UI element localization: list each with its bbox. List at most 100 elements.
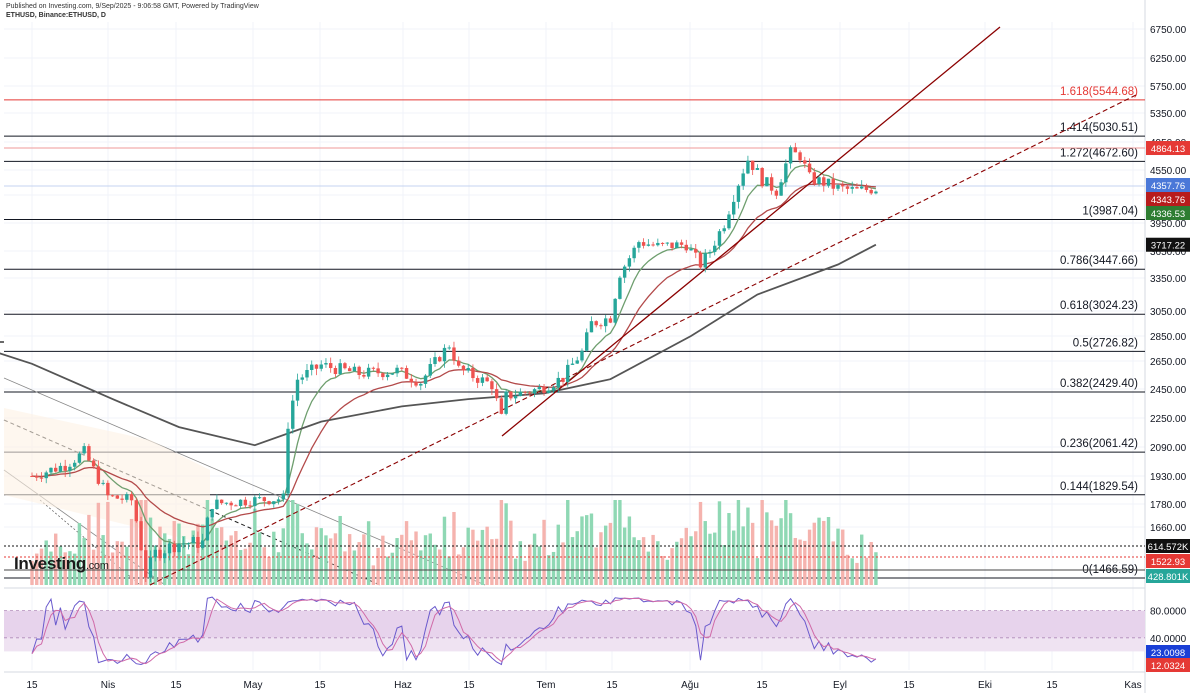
volume-bar [504, 503, 508, 585]
candle-body [238, 499, 243, 506]
logo-text: Investing [14, 554, 86, 573]
candle-body [91, 460, 96, 467]
candle-body [49, 467, 53, 473]
candle-body [210, 508, 214, 518]
candle-body [656, 242, 660, 246]
volume-bar [305, 543, 309, 585]
price-badge-3-bg [1146, 206, 1190, 220]
candle-body [589, 321, 594, 333]
volume-bar [96, 502, 101, 585]
candle-body [675, 242, 679, 249]
candle-body [452, 347, 456, 361]
candle-body [200, 540, 205, 548]
time-tick-label-4: 15 [314, 680, 326, 691]
candle-body [727, 214, 731, 229]
volume-bar [727, 513, 731, 585]
price-badge-0-text: 4864.13 [1151, 144, 1185, 155]
candle-body [537, 387, 542, 390]
volume-bar [343, 551, 347, 585]
candle-body [812, 172, 816, 184]
volume-bar [229, 535, 233, 585]
volume-bar [219, 527, 224, 585]
volume-bar [210, 518, 214, 585]
candle-body [357, 366, 361, 375]
volume-badge-2-text: 428.801K [1148, 572, 1189, 583]
stoch-k-badge-bg [1146, 645, 1190, 659]
candle-body [191, 536, 195, 544]
volume-bar [798, 539, 802, 585]
candle-body [177, 543, 181, 553]
volume-bar [670, 548, 674, 585]
candle-body [717, 231, 722, 246]
volume-bar [215, 527, 219, 585]
volume-bar [803, 540, 807, 585]
fib-label-7: 0.382(2429.40) [1060, 378, 1138, 390]
candle-body [314, 364, 319, 369]
candle-body [148, 557, 153, 578]
volume-bar [703, 521, 707, 585]
candle-body [765, 177, 769, 187]
volume-bar [338, 515, 342, 585]
candle-body [547, 390, 551, 393]
volume-bar [637, 540, 641, 585]
volume-bar [850, 558, 854, 585]
price-tick-label-7: 3950.00 [1150, 219, 1187, 230]
candle-body [243, 499, 248, 506]
time-tick-label-3: May [244, 680, 263, 691]
volume-bar [428, 533, 432, 585]
volume-bar [39, 548, 44, 585]
volume-bar [679, 538, 684, 585]
candle-body [310, 364, 314, 370]
candle-body [167, 543, 172, 554]
volume-bar [253, 508, 257, 585]
candle-body [101, 482, 105, 484]
candle-body [566, 364, 570, 382]
ema-mid-line [31, 182, 876, 528]
volume-bar [722, 545, 726, 585]
price-tick-label-3: 5350.00 [1150, 109, 1187, 120]
volume-bar [528, 544, 532, 585]
volume-bar [575, 531, 579, 585]
candle-body [215, 499, 219, 509]
candle-body [305, 369, 309, 378]
candle-body [575, 360, 579, 364]
candle-body [703, 253, 707, 268]
volume-bar [295, 503, 300, 585]
time-tick-label-2: 15 [170, 680, 182, 691]
candle-body [774, 190, 779, 196]
candle-body [874, 191, 878, 194]
volume-badge-0-text: 614.572K [1148, 542, 1189, 553]
candle-body [286, 428, 290, 494]
volume-bar [566, 500, 570, 585]
volume-bar [371, 565, 376, 585]
candle-body [684, 244, 688, 251]
candle-body [328, 363, 333, 369]
price-tick-label-12: 2650.00 [1150, 357, 1187, 368]
candle-body [784, 163, 788, 183]
fib-label-6: 0.5(2726.82) [1073, 337, 1138, 349]
candle-body [551, 387, 556, 391]
stoch-k-badge-text: 23.0098 [1151, 648, 1185, 659]
candle-body [395, 367, 399, 374]
price-axis: 6750.006250.005750.005350.004950.004550.… [1150, 25, 1187, 645]
candle-body [532, 389, 537, 394]
candle-body [58, 465, 63, 472]
candle-body [689, 248, 693, 251]
volume-bar [855, 562, 859, 585]
time-tick-label-9: Ağu [681, 680, 699, 691]
candle-body [35, 476, 39, 478]
candle-body [523, 391, 527, 393]
volume-bar [741, 526, 745, 585]
candle-body [698, 252, 703, 268]
candle-body [499, 398, 504, 414]
time-tick-label-11: Eyl [833, 680, 847, 691]
volume-bar [125, 546, 129, 585]
candle-body [153, 549, 157, 558]
volume-bar [774, 525, 779, 585]
volume-bar [63, 552, 67, 585]
candle-body [817, 177, 821, 184]
volume-bar [689, 536, 693, 585]
candle-body [366, 367, 371, 377]
candle-body [713, 245, 717, 252]
